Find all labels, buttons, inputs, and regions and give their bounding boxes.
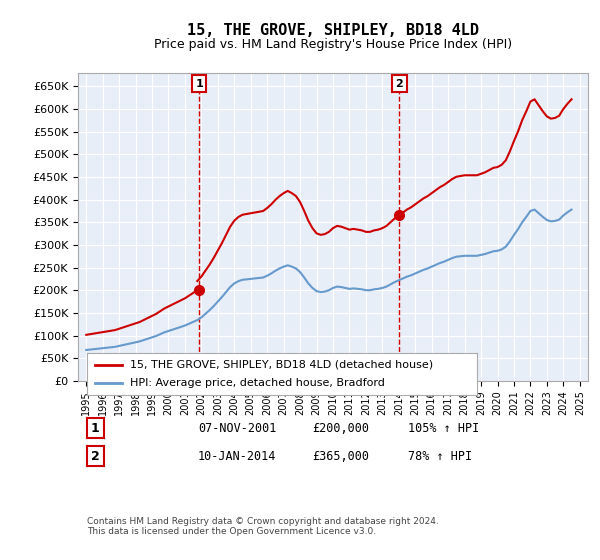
Text: £200,000: £200,000 [312, 422, 369, 435]
Text: Contains HM Land Registry data © Crown copyright and database right 2024.
This d: Contains HM Land Registry data © Crown c… [87, 517, 439, 536]
Text: 2: 2 [91, 450, 100, 463]
Text: 2: 2 [395, 78, 403, 88]
Text: 10-JAN-2014: 10-JAN-2014 [198, 450, 277, 463]
Text: 07-NOV-2001: 07-NOV-2001 [198, 422, 277, 435]
Text: Price paid vs. HM Land Registry's House Price Index (HPI): Price paid vs. HM Land Registry's House … [154, 38, 512, 52]
Text: 1: 1 [195, 78, 203, 88]
Text: 15, THE GROVE, SHIPLEY, BD18 4LD (detached house): 15, THE GROVE, SHIPLEY, BD18 4LD (detach… [130, 360, 433, 370]
Text: HPI: Average price, detached house, Bradford: HPI: Average price, detached house, Brad… [130, 378, 385, 388]
Text: 78% ↑ HPI: 78% ↑ HPI [408, 450, 472, 463]
Text: 1: 1 [91, 422, 100, 435]
Text: £365,000: £365,000 [312, 450, 369, 463]
Text: 105% ↑ HPI: 105% ↑ HPI [408, 422, 479, 435]
Text: 15, THE GROVE, SHIPLEY, BD18 4LD: 15, THE GROVE, SHIPLEY, BD18 4LD [187, 24, 479, 38]
